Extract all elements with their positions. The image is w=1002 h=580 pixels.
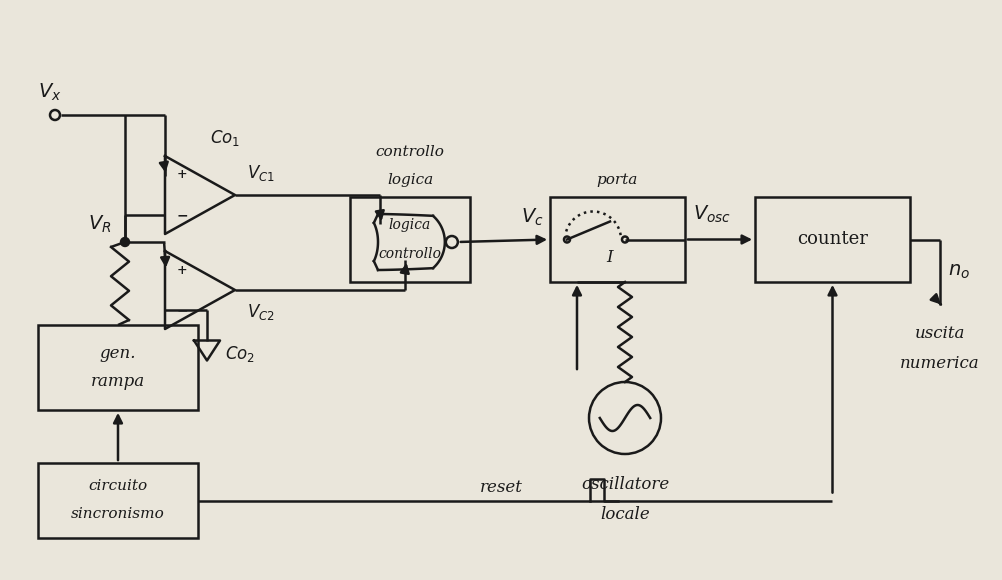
Text: controllo: controllo bbox=[379, 246, 442, 260]
Text: locale: locale bbox=[600, 506, 650, 523]
Text: numerica: numerica bbox=[900, 354, 980, 372]
Text: −: − bbox=[176, 208, 187, 222]
Text: $V_{C2}$: $V_{C2}$ bbox=[247, 302, 275, 322]
Bar bbox=[350, 197, 470, 282]
Text: reset: reset bbox=[480, 479, 523, 496]
Text: I: I bbox=[606, 249, 613, 266]
Text: counter: counter bbox=[797, 230, 868, 248]
Text: −: − bbox=[176, 303, 187, 317]
Text: $V_{osc}$: $V_{osc}$ bbox=[693, 204, 731, 225]
Bar bbox=[38, 325, 198, 410]
Circle shape bbox=[120, 237, 129, 246]
Text: oscillatore: oscillatore bbox=[581, 476, 669, 493]
Text: uscita: uscita bbox=[915, 324, 965, 342]
Text: porta: porta bbox=[597, 173, 638, 187]
Text: logica: logica bbox=[389, 219, 431, 233]
Bar bbox=[550, 197, 685, 282]
Bar bbox=[38, 463, 198, 538]
Text: +: + bbox=[176, 169, 187, 182]
Text: $V_{C1}$: $V_{C1}$ bbox=[247, 163, 275, 183]
Text: +: + bbox=[176, 263, 187, 277]
Text: circuito: circuito bbox=[88, 480, 147, 494]
Text: $Co_2$: $Co_2$ bbox=[225, 343, 256, 364]
Text: $V_x$: $V_x$ bbox=[38, 81, 62, 103]
Text: $Co_1$: $Co_1$ bbox=[210, 128, 240, 148]
Text: $V_R$: $V_R$ bbox=[88, 213, 112, 235]
Text: sincronismo: sincronismo bbox=[71, 508, 165, 521]
Text: rampa: rampa bbox=[91, 373, 145, 390]
Text: $V_c$: $V_c$ bbox=[521, 207, 543, 228]
Text: controllo: controllo bbox=[376, 145, 445, 159]
Bar bbox=[755, 197, 910, 282]
Text: logica: logica bbox=[387, 173, 433, 187]
Text: gen.: gen. bbox=[100, 345, 136, 362]
Text: $n_o$: $n_o$ bbox=[948, 262, 970, 281]
